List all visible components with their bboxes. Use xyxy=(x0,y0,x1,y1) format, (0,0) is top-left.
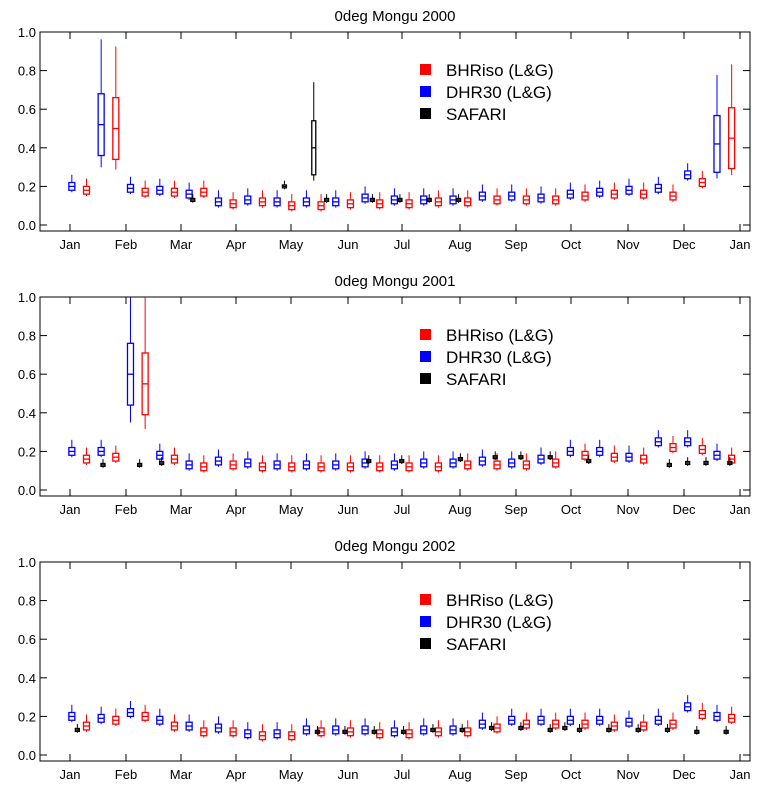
y-tick-label: 0.8 xyxy=(18,64,36,79)
chart-panel-1: 0deg Mongu 2000 0.0 0.2 0.4 0.6 0.8 1.0 Jan Feb M… xyxy=(18,8,751,252)
legend-swatch xyxy=(420,594,431,605)
x-tick-label: Aug xyxy=(448,767,471,782)
y-tick-label: 0.4 xyxy=(18,671,36,686)
x-tick-label: Jan xyxy=(60,237,81,252)
x-tick-label: Apr xyxy=(226,237,247,252)
legend-label: SAFARI xyxy=(446,370,506,389)
x-tick-label: Oct xyxy=(561,767,582,782)
series-safari xyxy=(190,82,462,203)
legend-swatch xyxy=(420,64,431,75)
plot-frame xyxy=(39,561,751,762)
x-tick-label: Sep xyxy=(504,767,527,782)
legend-swatch xyxy=(420,373,431,384)
legend-label: BHRiso (L&G) xyxy=(446,61,554,80)
legend-label: SAFARI xyxy=(446,635,506,654)
y-tick-label: 0.0 xyxy=(18,218,36,233)
x-tick-label: Jan xyxy=(60,767,81,782)
x-tick-label: Jul xyxy=(394,767,411,782)
x-tick-label: Dec xyxy=(672,237,696,252)
x-tick-label: Apr xyxy=(226,767,247,782)
x-tick-label: May xyxy=(279,767,304,782)
x-tick-label: May xyxy=(279,502,304,517)
legend-label: BHRiso (L&G) xyxy=(446,326,554,345)
x-tick-label: Jul xyxy=(394,237,411,252)
x-tick-label: Mar xyxy=(170,502,193,517)
legend-swatch xyxy=(420,108,431,119)
y-tick-label: 0.2 xyxy=(18,709,36,724)
x-tick-label: Oct xyxy=(561,502,582,517)
legend-swatch xyxy=(420,351,431,362)
legend-swatch xyxy=(420,638,431,649)
x-tick-label: May xyxy=(279,237,304,252)
x-tick-label: Apr xyxy=(226,502,247,517)
legend: BHRiso (L&G) DHR30 (L&G) SAFARI xyxy=(420,591,554,654)
y-tick-label: 0.4 xyxy=(18,406,36,421)
legend-label: DHR30 (L&G) xyxy=(446,613,552,632)
plot-frame xyxy=(39,31,751,232)
series-bhriso xyxy=(82,297,736,473)
legend-label: BHRiso (L&G) xyxy=(446,591,554,610)
x-tick-label: Jan xyxy=(730,502,751,517)
plot-frame xyxy=(39,296,751,497)
chart-title: 0deg Mongu 2002 xyxy=(335,538,456,555)
legend: BHRiso (L&G) DHR30 (L&G) SAFARI xyxy=(420,326,554,389)
x-tick-label: Jun xyxy=(338,767,359,782)
series-dhr30 xyxy=(68,695,721,740)
x-tick-label: Mar xyxy=(170,237,193,252)
y-tick-label: 0.0 xyxy=(18,483,36,498)
x-tick-label: Jan xyxy=(60,502,81,517)
legend-label: SAFARI xyxy=(446,105,506,124)
legend-label: DHR30 (L&G) xyxy=(446,348,552,367)
x-tick-label: Jul xyxy=(394,502,411,517)
x-tick-label: Feb xyxy=(115,767,137,782)
series-dhr30 xyxy=(68,297,721,471)
series-bhriso xyxy=(82,46,736,212)
legend-swatch xyxy=(420,86,431,97)
x-tick-label: Feb xyxy=(115,237,137,252)
legend-swatch xyxy=(420,616,431,627)
y-tick-label: 0.2 xyxy=(18,444,36,459)
y-tick-label: 0.8 xyxy=(18,329,36,344)
x-tick-label: Sep xyxy=(504,502,527,517)
legend: BHRiso (L&G) DHR30 (L&G) SAFARI xyxy=(420,61,554,124)
y-tick-label: 0.6 xyxy=(18,102,36,117)
series-safari xyxy=(100,451,733,468)
x-tick-label: Sep xyxy=(504,237,527,252)
legend-swatch xyxy=(420,329,431,340)
series-dhr30 xyxy=(68,39,721,208)
y-tick-label: 0.0 xyxy=(18,748,36,763)
y-tick-label: 1.0 xyxy=(18,25,36,40)
x-tick-label: Jan xyxy=(730,767,751,782)
x-tick-label: Jun xyxy=(338,502,359,517)
x-tick-label: Dec xyxy=(672,502,696,517)
chart-panel-3: 0deg Mongu 2002 0.0 0.2 0.4 0.6 0.8 1.0 Jan Feb M… xyxy=(18,538,751,782)
x-tick-label: Nov xyxy=(616,237,640,252)
y-tick-label: 0.8 xyxy=(18,594,36,609)
series-bhriso xyxy=(82,702,736,742)
x-tick-label: Jun xyxy=(338,237,359,252)
x-tick-label: Aug xyxy=(448,502,471,517)
x-tick-label: Aug xyxy=(448,237,471,252)
x-tick-label: Mar xyxy=(170,767,193,782)
y-tick-label: 0.4 xyxy=(18,141,36,156)
y-tick-label: 0.6 xyxy=(18,632,36,647)
x-tick-label: Nov xyxy=(616,767,640,782)
y-tick-label: 0.2 xyxy=(18,179,36,194)
chart-panel-2: 0deg Mongu 2001 0.0 0.2 0.4 0.6 0.8 1.0 Jan Feb M… xyxy=(18,273,751,517)
chart-title: 0deg Mongu 2000 xyxy=(335,8,456,25)
y-tick-label: 0.6 xyxy=(18,367,36,382)
x-tick-label: Dec xyxy=(672,767,696,782)
x-tick-label: Feb xyxy=(115,502,137,517)
chart-title: 0deg Mongu 2001 xyxy=(335,273,456,290)
series-safari xyxy=(74,722,729,735)
y-tick-label: 1.0 xyxy=(18,290,36,305)
legend-label: DHR30 (L&G) xyxy=(446,83,552,102)
x-tick-label: Oct xyxy=(561,237,582,252)
x-tick-label: Jan xyxy=(730,237,751,252)
y-tick-label: 1.0 xyxy=(18,555,36,570)
x-tick-label: Nov xyxy=(616,502,640,517)
